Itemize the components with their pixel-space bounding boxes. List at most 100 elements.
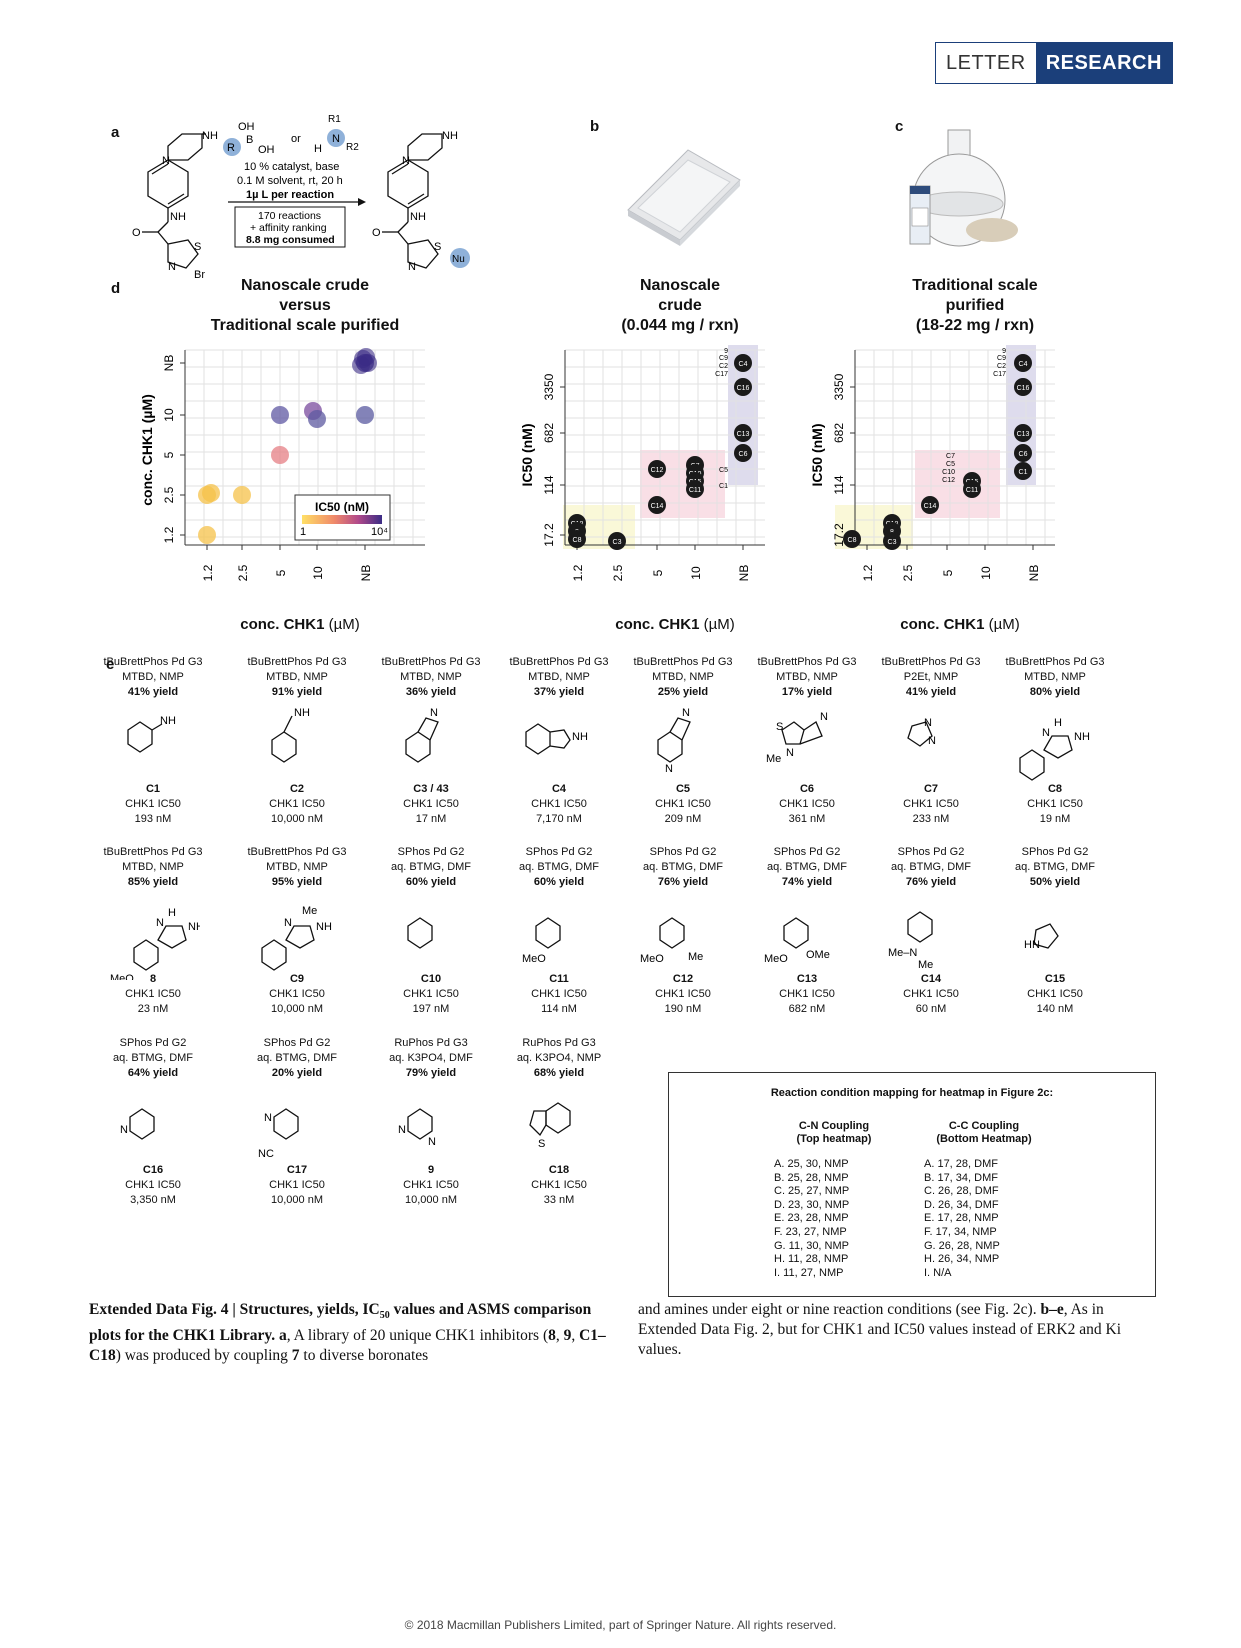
base-solvent-label: aq. BTMG, DMF [390, 861, 472, 873]
ic50-label: CHK1 IC50 [403, 988, 459, 1000]
base-solvent-label: MTBD, NMP [400, 671, 462, 683]
yield-label: 25% yield [657, 686, 709, 698]
header-research: RESEARCH [1035, 43, 1172, 83]
reaction-condition: tBuBrettPhos Pd G3 MTBD, NMP 91% yield [232, 655, 362, 700]
data-point [734, 354, 752, 372]
point-label: C5 [719, 467, 728, 474]
x-tick-label: 1.2 [571, 564, 585, 581]
condition-entry: E. 17, 28, NMP [924, 1212, 999, 1225]
svg-text:HN: HN [1024, 939, 1040, 951]
scheme-condition-3: 1µ L per reaction [246, 189, 334, 201]
y-axis-label: IC50 (nM) [810, 424, 825, 487]
ic50-value: 10,000 nM [271, 1194, 323, 1206]
ic50-value: 23 nM [137, 1003, 169, 1015]
data-point [963, 480, 981, 498]
panel-label-d: d [111, 280, 121, 297]
plot-title-mid: Nanoscale crude (0.044 mg / rxn) [621, 277, 739, 334]
y-axis-label: conc. CHK1 (µM) [140, 394, 155, 506]
svg-text:Me: Me [688, 951, 703, 963]
ic50-value: 140 nM [1036, 1003, 1074, 1015]
point-label: C9 [719, 355, 728, 362]
data-point [233, 486, 251, 504]
catalyst-label: tBuBrettPhos Pd G3 [509, 656, 609, 668]
catalyst-label: tBuBrettPhos Pd G3 [381, 656, 481, 668]
x-tick-label: 2.5 [236, 564, 250, 581]
reaction-condition: SPhos Pd G2 aq. BTMG, DMF 76% yield [618, 845, 748, 890]
svg-text:NH: NH [202, 130, 218, 142]
point-label: C13 [1017, 431, 1030, 438]
condition-entry: F. 23, 27, NMP [774, 1225, 847, 1238]
condition-entry: D. 23, 30, NMP [774, 1198, 850, 1211]
y-tick-label: 2.5 [162, 486, 176, 503]
ic50-label: CHK1 IC50 [403, 798, 459, 810]
data-point [271, 446, 289, 464]
point-label: C6 [1019, 451, 1028, 458]
svg-text:170 reactions: 170 reactions [258, 210, 321, 222]
catalyst-label: RuPhos Pd G3 [394, 1037, 468, 1049]
svg-text:MeO: MeO [764, 953, 788, 965]
compound-info: C7 CHK1 IC50 233 nM [866, 782, 996, 827]
svg-text:OH: OH [258, 144, 275, 156]
data-point [271, 406, 289, 424]
compound-id: C18 [548, 1164, 570, 1176]
yield-label: 17% yield [781, 686, 833, 698]
yield-label: 91% yield [271, 686, 323, 698]
figure-caption-left: Extended Data Fig. 4 | Structures, yield… [89, 1301, 606, 1365]
compound-id: C12 [672, 973, 694, 985]
compound-info: C3 / 43 CHK1 IC50 17 nM [366, 782, 496, 827]
ic50-value: 682 nM [788, 1003, 826, 1015]
scheme-condition-1: 10 % catalyst, base [244, 161, 339, 173]
svg-text:R1: R1 [328, 114, 341, 125]
compound-id: C7 [923, 783, 939, 795]
compound-id: 8 [149, 973, 157, 985]
legend-min: 1 [300, 526, 306, 538]
compound-id: C8 [1047, 783, 1063, 795]
data-point [608, 532, 626, 550]
data-point [921, 496, 939, 514]
ic50-label: CHK1 IC50 [125, 988, 181, 1000]
x-tick-label: 2.5 [611, 564, 625, 581]
benzothiophene-structure: S [529, 1102, 571, 1150]
compound-info: C1 CHK1 IC50 193 nM [88, 782, 218, 827]
catalyst-label: SPhos Pd G2 [649, 846, 717, 858]
yield-label: 85% yield [127, 876, 179, 888]
reaction-condition: tBuBrettPhos Pd G3 MTBD, NMP 17% yield [742, 655, 872, 700]
compound-id: C14 [920, 973, 942, 985]
reaction-condition: SPhos Pd G2 aq. BTMG, DMF 60% yield [366, 845, 496, 890]
catalyst-label: tBuBrettPhos Pd G3 [633, 656, 733, 668]
svg-text:NH: NH [170, 211, 186, 223]
azaisoindoline-structure: NN [657, 707, 691, 775]
point-label: C11 [689, 487, 701, 494]
compound-id: C2 [289, 783, 305, 795]
ic50-value: 233 nM [912, 813, 950, 825]
svg-text:S: S [776, 721, 783, 733]
compound-id: C15 [1044, 973, 1066, 985]
x-axis-label-left: conc. CHK1 (µM) [240, 616, 360, 633]
panel-label-e: e [106, 656, 115, 673]
base-solvent-label: aq. K3PO4, DMF [389, 1052, 473, 1064]
ic50-label: CHK1 IC50 [125, 798, 181, 810]
yield-label: 50% yield [1029, 876, 1081, 888]
condition-entry: A. 25, 30, NMP [774, 1158, 849, 1170]
condition-entry: H. 11, 28, NMP [774, 1253, 849, 1266]
phenylpyrazole-structure: NH NH [1019, 717, 1090, 781]
ic50-label: CHK1 IC50 [655, 988, 711, 1000]
condition-entry: A. 17, 28, DMF [924, 1158, 998, 1170]
catalyst-label: tBuBrettPhos Pd G3 [757, 656, 857, 668]
ic50-label: CHK1 IC50 [531, 798, 587, 810]
point-label: C4 [739, 361, 748, 368]
base-solvent-label: aq. BTMG, DMF [1014, 861, 1096, 873]
pyridine-structure: N [120, 1108, 155, 1140]
ic50-value: 190 nM [664, 1003, 702, 1015]
svg-text:or: or [291, 133, 301, 145]
ic50-label: CHK1 IC50 [779, 798, 835, 810]
svg-text:Me: Me [302, 905, 317, 917]
compound-id: 9 [427, 1164, 435, 1176]
svg-text:N: N [398, 1124, 406, 1136]
svg-text:N: N [156, 917, 164, 929]
svg-text:H: H [168, 907, 176, 919]
compound-info: C5 CHK1 IC50 209 nM [618, 782, 748, 827]
ic50-value: 33 nM [543, 1194, 575, 1206]
svg-text:OMe: OMe [806, 949, 830, 961]
reaction-condition: SPhos Pd G2 aq. BTMG, DMF 60% yield [494, 845, 624, 890]
